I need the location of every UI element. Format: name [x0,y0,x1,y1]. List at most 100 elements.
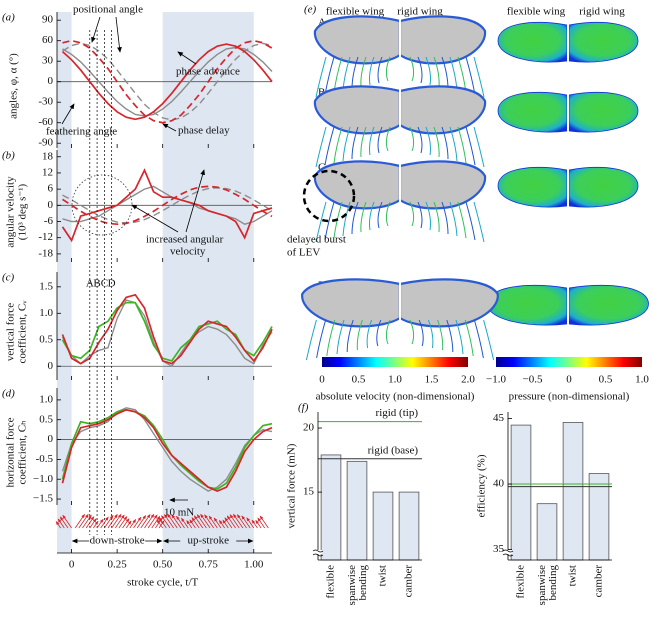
y-tick-label: 18 [42,150,54,162]
annotation: positional angle [73,4,143,16]
column-header: flexible wing [326,6,385,18]
annotation-arrow [115,16,122,53]
streamline [377,126,383,154]
force-vector [196,514,207,529]
force-vector [158,520,165,529]
y-tick-label: 35 [493,543,505,555]
force-vector [213,517,222,529]
pressure-wing [568,285,649,326]
bar [398,491,420,561]
annotation-arrow [131,204,179,233]
y-axis-label: coefficient, Cᵥ [17,300,29,364]
force-vector [236,514,247,529]
bar [346,460,368,561]
streamline [465,201,476,241]
panel-label: (c) [2,272,15,284]
colorbar [496,357,642,367]
force-vector [122,518,130,529]
wing-surface [313,160,402,210]
y-axis-label: coefficient, Cₕ [17,420,29,484]
colorbar-tick-label: 2.0 [461,374,475,386]
y-tick-label: −1.0 [33,473,53,485]
force-vector [255,519,262,529]
force-vector [218,519,225,529]
colorbar-tick-label: 0.5 [599,374,613,386]
force-vector [224,517,233,529]
colorbar-tick-label: 1.0 [635,374,649,386]
y-tick-label: 90 [42,14,54,26]
row-label: B [318,87,325,99]
force-scale-label: 10 mN [164,507,194,519]
streamline [483,319,495,361]
bar [536,503,558,561]
y-tick-label: 6 [48,183,54,195]
force-vector [241,515,251,529]
annotation: velocity [170,246,206,258]
streamline [425,56,431,86]
streamline [346,319,354,353]
bar [320,454,342,561]
label-bg [89,535,146,547]
panel-label: (b) [2,150,15,162]
force-vector [161,515,171,529]
annotation: increased angular [146,234,224,246]
colorbar-tick-label: 0.5 [352,374,366,386]
x-tick-label: spanwisebending [346,565,369,606]
force-vector [140,513,151,529]
streamline [427,319,434,349]
y-axis-label: vertical force [5,303,17,361]
streamline [437,319,444,351]
streamline [315,126,327,168]
y-tick-label: 40 [493,478,505,490]
axis-break-gap [504,550,512,554]
pressure-wing [568,167,639,208]
series-line [62,185,273,226]
force-vector [96,518,104,529]
streamline [455,319,464,355]
streamline [417,56,423,84]
x-tick-label: 0.25 [108,559,128,571]
streamline [417,201,423,229]
series-line [62,185,273,225]
streamline [377,201,383,229]
streamline [369,201,375,231]
y-tick-label: 45 [493,412,505,424]
streamline [376,319,382,347]
force-vector [151,515,161,529]
streamline [305,319,317,361]
colorbar-label: absolute velocity (non-dimensional) [316,391,475,403]
x-tick-label: spanwisebending [536,565,559,606]
wing-surface [301,278,402,328]
streamline [425,201,431,231]
y-tick-label: 60 [42,34,54,46]
streamline [369,126,375,156]
panel-label: (d) [2,388,15,400]
label-bg [180,535,237,547]
streamline [385,201,391,227]
pressure-wing [487,285,568,326]
x-tick-label: flexible [325,565,337,599]
annotation-arrow [177,51,197,65]
annotation-arrow [91,16,101,43]
streamline [433,201,440,233]
force-vector [229,514,240,529]
force-vector [251,519,258,529]
annotation: phase delay [178,125,230,137]
wing-surface [398,15,487,65]
colorbar-tick-label: 0 [319,374,325,386]
force-vector [55,520,61,529]
streamline [385,126,391,152]
x-axis-label: stroke cycle, t/T [127,577,198,589]
axis-break [312,549,324,557]
y-tick-label: 0.5 [39,413,53,425]
axis-break-gap [314,550,322,554]
instant-label: B [93,278,100,290]
y-tick-label: 1.0 [39,393,53,405]
reference-label: rigid (base) [368,444,419,456]
streamline [356,319,363,351]
y-tick-label: -30 [38,96,53,108]
streamline [351,126,359,160]
bar [562,422,584,561]
annotation: phase advance [176,66,240,78]
streamline [433,126,440,158]
